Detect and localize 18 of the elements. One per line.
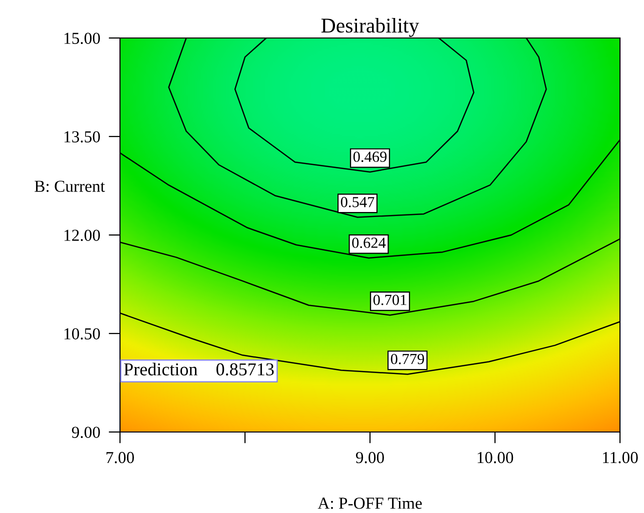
annotation: Prediction 0.85713 bbox=[124, 362, 274, 376]
x-axis-title: A: P-OFF Time bbox=[318, 498, 422, 509]
y-tick-label: 10.50 bbox=[64, 328, 100, 340]
series-label: 0.779 bbox=[390, 354, 424, 364]
y-tick-label: 13.50 bbox=[64, 131, 100, 143]
y-tick-label: 12.00 bbox=[64, 230, 100, 242]
series-label: 0.701 bbox=[373, 294, 406, 306]
x-tick-label: 11.00 bbox=[603, 452, 638, 464]
x-tick-label: 9.00 bbox=[356, 452, 384, 464]
series-label: 0.469 bbox=[353, 152, 387, 162]
y-axis-title: B: Current bbox=[34, 180, 105, 192]
y-tick-label: 15.00 bbox=[64, 32, 100, 44]
series-label: 0.547 bbox=[340, 196, 374, 208]
y-tick-label: 9.00 bbox=[72, 426, 100, 438]
x-tick-label: 7.00 bbox=[106, 452, 134, 464]
series-label: 0.624 bbox=[352, 238, 386, 248]
x-tick-label: 10.00 bbox=[478, 452, 514, 464]
chart-title: Desirability bbox=[321, 18, 420, 37]
